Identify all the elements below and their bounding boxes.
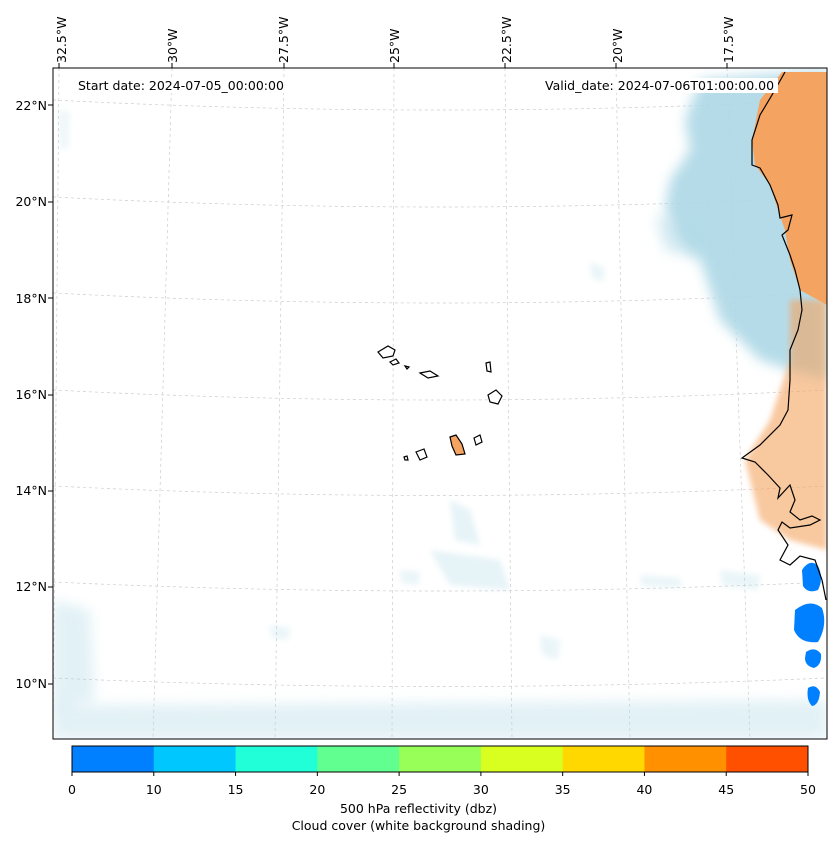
colorbar-segment xyxy=(562,746,645,772)
colorbar-segment xyxy=(72,746,155,772)
colorbar-tick-label: 15 xyxy=(227,782,244,797)
colorbar-tick-label: 50 xyxy=(800,782,816,797)
colorbar-tick-label: 45 xyxy=(718,782,735,797)
colorbar-segment xyxy=(480,746,564,772)
colorbar-tick-label: 30 xyxy=(472,782,489,797)
lat-label-10n: 10°N xyxy=(15,676,47,691)
colorbar-segment xyxy=(399,746,482,772)
reflectivity-cells xyxy=(794,562,825,706)
colorbar-segment xyxy=(153,746,237,772)
colorbar-segment xyxy=(726,746,809,772)
colorbar-tick-label: 0 xyxy=(68,782,76,797)
coastline xyxy=(740,71,827,601)
map-frame xyxy=(52,67,828,740)
colorbar-sublabel: Cloud cover (white background shading) xyxy=(291,818,546,833)
colorbar-tick-label: 20 xyxy=(309,782,326,797)
lat-label-20n: 20°N xyxy=(15,194,47,209)
lat-label-22n: 22°N xyxy=(15,98,47,113)
colorbar xyxy=(71,745,809,776)
start-date-label: Start date: 2024-07-05_00:00:00 xyxy=(74,78,288,93)
colorbar-tick-label: 10 xyxy=(145,782,162,797)
lat-label-14n: 14°N xyxy=(15,483,47,498)
colorbar-segment xyxy=(235,746,318,772)
land-reflectivity xyxy=(745,72,827,550)
colorbar-tick-label: 35 xyxy=(554,782,571,797)
lat-label-16n: 16°N xyxy=(15,387,47,402)
colorbar-segment xyxy=(317,746,400,772)
colorbar-tick-label: 40 xyxy=(636,782,653,797)
colorbar-label: 500 hPa reflectivity (dbz) xyxy=(339,801,498,816)
valid-date-label: Valid_date: 2024-07-06T01:00:00.00 xyxy=(541,78,779,93)
colorbar-tick-label: 25 xyxy=(391,782,408,797)
cape-verde-islands xyxy=(377,345,503,461)
colorbar-segment xyxy=(644,746,727,772)
lat-label-18n: 18°N xyxy=(15,291,47,306)
lat-label-12n: 12°N xyxy=(15,579,47,594)
